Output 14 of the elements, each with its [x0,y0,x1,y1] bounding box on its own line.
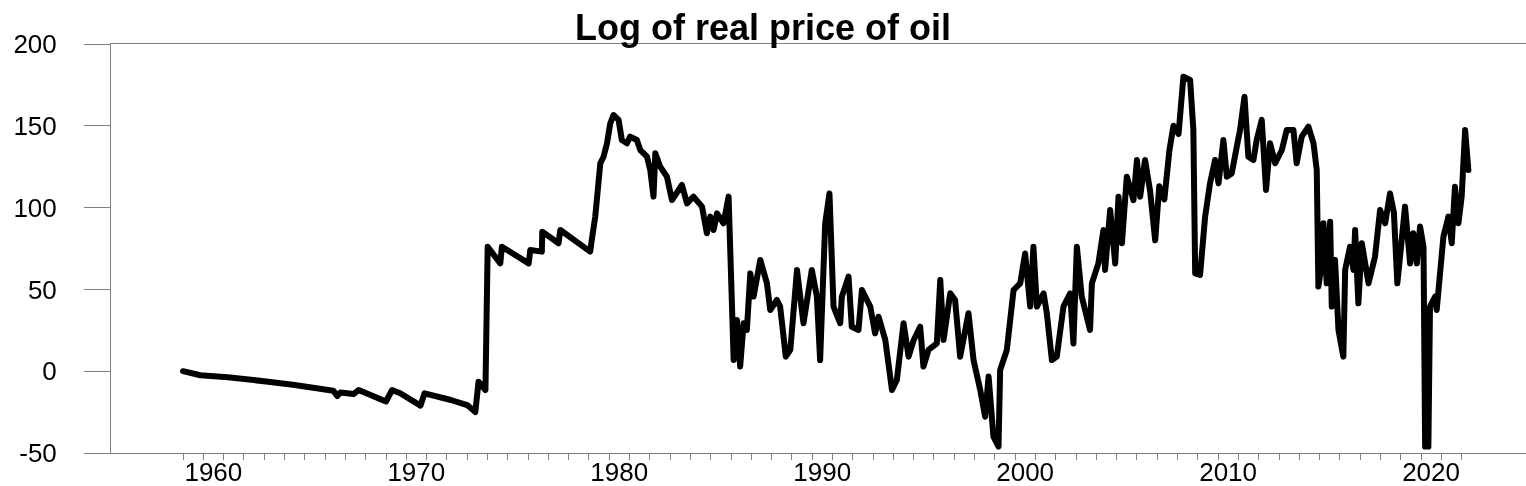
chart-title: Log of real price of oil [574,6,952,48]
y-tick-label: 150 [13,110,57,141]
y-tick-label: 0 [42,356,57,387]
x-tick-label: 2010 [1199,457,1258,486]
x-tick-label: 2020 [1402,457,1460,486]
x-tick-label: 2000 [996,457,1055,486]
y-tick-label: 100 [13,192,57,223]
y-tick-label: 50 [27,274,57,305]
x-tick-label: 1970 [387,457,446,486]
y-tick-label: -50 [19,438,57,469]
y-tick-label: 200 [13,29,57,60]
x-tick-label: 1960 [184,457,243,486]
x-tick-label: 1980 [590,457,649,486]
x-tick-label: 1990 [793,457,852,486]
